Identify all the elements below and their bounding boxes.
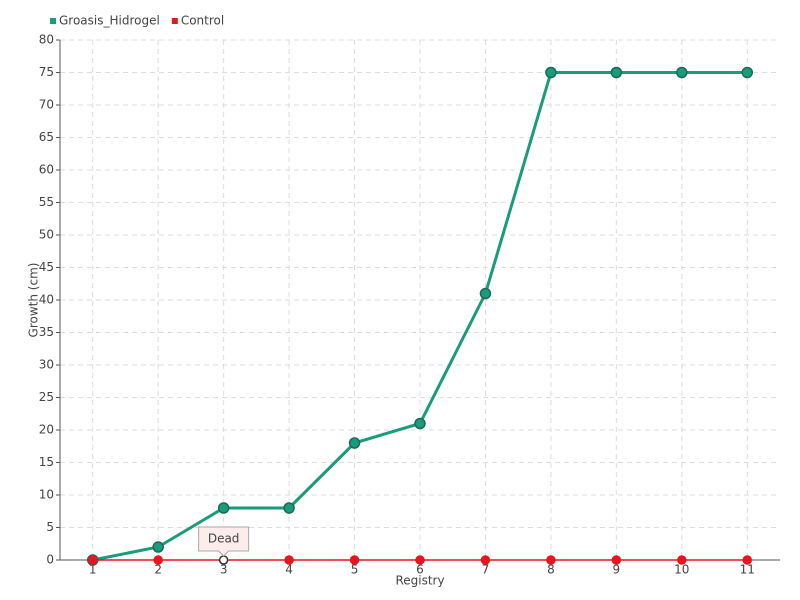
data-point (414, 417, 426, 430)
y-tick-label: 50 (39, 228, 54, 242)
x-tick-label: 4 (285, 563, 293, 577)
y-tick-label: 15 (39, 455, 54, 469)
x-tick-label: 5 (351, 563, 359, 577)
y-axis-label: Growth (cm) (27, 263, 41, 338)
x-tick-label: 6 (416, 563, 424, 577)
y-tick-label: 30 (39, 358, 54, 372)
y-tick-label: 5 (46, 520, 54, 534)
y-tick-label: 40 (39, 293, 54, 307)
y-tick-label: 60 (39, 163, 54, 177)
data-point (479, 287, 492, 300)
data-point (217, 502, 230, 514)
legend-swatch (50, 18, 56, 24)
y-tick-label: 25 (39, 390, 54, 404)
x-tick-label: 1 (89, 563, 97, 577)
data-point (283, 502, 295, 514)
y-tick-label: 20 (39, 423, 54, 437)
tooltip-box (198, 526, 250, 557)
x-tick-label: 11 (740, 563, 755, 577)
series-line (92, 71, 748, 562)
data-point (676, 66, 688, 79)
x-tick-label: 7 (482, 563, 490, 577)
data-point (545, 66, 557, 79)
x-tick-label: 9 (613, 563, 621, 577)
y-tick-label: 80 (39, 33, 54, 47)
legend-swatch (171, 18, 178, 24)
y-tick-label: 0 (46, 553, 54, 567)
y-tick-label: 55 (39, 195, 54, 209)
x-tick-label: 2 (154, 563, 162, 577)
y-tick-label: 65 (39, 130, 54, 144)
data-point (480, 555, 491, 565)
data-point (153, 555, 163, 565)
data-point (546, 555, 556, 565)
data-point (348, 437, 361, 449)
legend-label: Control (181, 14, 224, 28)
data-point (152, 541, 164, 553)
data-point (349, 555, 360, 565)
x-tick-label: 8 (547, 563, 555, 577)
y-tick-label: 75 (39, 65, 54, 79)
data-point (741, 66, 754, 79)
data-point (742, 555, 753, 565)
data-point (610, 66, 623, 79)
tooltip-text: Dead (208, 532, 240, 546)
data-point (284, 555, 294, 565)
legend-label: Groasis_Hidrogel (59, 14, 160, 28)
data-point (218, 555, 229, 565)
y-tick-label: 35 (39, 325, 54, 339)
y-tick-label: 70 (39, 98, 54, 112)
x-tick-label: 10 (674, 563, 689, 577)
data-point (415, 555, 425, 565)
data-point (611, 555, 622, 565)
data-point (677, 555, 687, 565)
x-tick-label: 3 (220, 563, 228, 577)
y-tick-label: 45 (39, 260, 54, 274)
x-axis-label: Registry (395, 574, 444, 588)
y-tick-label: 10 (39, 488, 54, 502)
tooltip: Dead (198, 526, 250, 557)
data-point (87, 555, 98, 565)
